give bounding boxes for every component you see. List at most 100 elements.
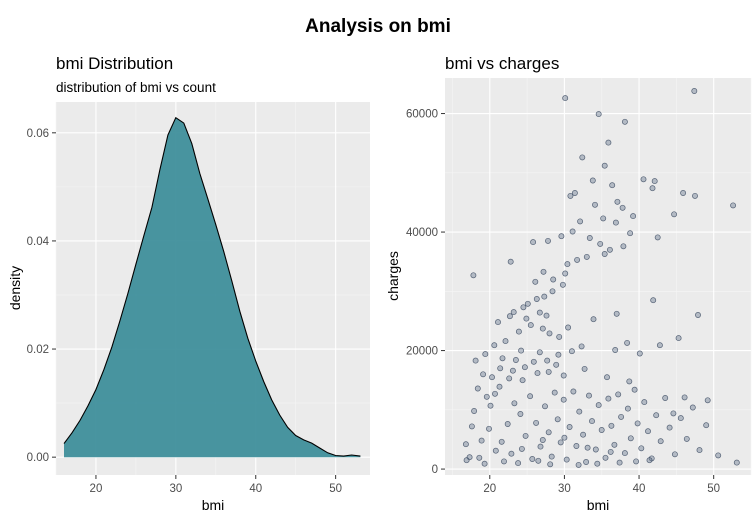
scatter-point xyxy=(492,447,499,454)
scatter-points xyxy=(462,88,740,468)
scatter-point xyxy=(671,451,678,458)
scatter-point xyxy=(612,347,619,353)
scatter-point xyxy=(573,443,580,449)
scatter-point xyxy=(636,350,643,357)
scatter-point xyxy=(627,435,634,442)
scatter-point xyxy=(649,185,656,192)
scatter-point xyxy=(515,328,522,335)
scatter-point xyxy=(605,139,612,146)
scatter-point xyxy=(545,237,551,244)
scatter-point xyxy=(542,403,548,410)
scatter-point xyxy=(656,342,663,349)
scatter-point xyxy=(650,297,657,304)
scatter-point xyxy=(491,342,498,349)
scatter-x-axis-title: bmi xyxy=(587,497,610,513)
scatter-point xyxy=(583,459,590,465)
density-chart-subtitle: distribution of bmi vs count xyxy=(56,80,216,95)
scatter-point xyxy=(536,349,543,356)
scatter-point xyxy=(511,400,518,407)
scatter-point xyxy=(586,392,592,399)
scatter-point xyxy=(486,425,492,432)
scatter-point xyxy=(521,364,528,371)
x-tick-label: 50 xyxy=(329,483,342,495)
scatter-point xyxy=(589,177,596,184)
scatter-point xyxy=(634,420,641,427)
scatter-point xyxy=(570,388,577,395)
scatter-point xyxy=(558,233,565,240)
scatter-point xyxy=(508,450,515,457)
scatter-point xyxy=(549,288,556,295)
scatter-point xyxy=(545,368,552,375)
scatter-point xyxy=(543,312,550,319)
scatter-point xyxy=(633,458,640,465)
scatter-point xyxy=(640,176,647,183)
scatter-point xyxy=(670,410,677,417)
scatter-point xyxy=(534,370,541,377)
scatter-point xyxy=(546,330,553,337)
scatter-point xyxy=(677,415,684,422)
scatter-point xyxy=(620,243,627,250)
scatter-point xyxy=(496,383,503,390)
scatter-point xyxy=(630,213,637,220)
scatter-point xyxy=(696,447,703,454)
scatter-panel xyxy=(445,78,751,475)
scatter-point xyxy=(598,427,605,433)
scatter-point xyxy=(556,333,563,340)
scatter-point xyxy=(575,461,582,468)
scatter-point xyxy=(507,258,514,265)
scatter-axes: 20 30 40 50 0 20000 40000 60000 xyxy=(406,109,720,495)
scatter-point xyxy=(492,390,498,397)
scatter-point xyxy=(592,446,599,453)
scatter-point xyxy=(541,293,548,300)
scatter-point xyxy=(680,190,687,196)
scatter-point xyxy=(487,402,494,409)
scatter-point xyxy=(557,439,564,446)
scatter-point xyxy=(562,270,569,277)
scatter-point xyxy=(586,235,593,241)
scatter-chart: bmi vs charges 20 30 40 500200004000060000 … xyxy=(385,54,752,513)
density-chart: bmi Distribution distribution of bmi vs … xyxy=(7,54,370,513)
scatter-point xyxy=(631,386,638,393)
scatter-point xyxy=(703,422,710,429)
x-tick-label: 20 xyxy=(90,483,103,495)
x-tick-label: 40 xyxy=(249,483,262,495)
scatter-point xyxy=(695,312,701,318)
scatter-point xyxy=(527,322,534,329)
scatter-point xyxy=(515,460,522,467)
density-area xyxy=(64,117,361,458)
scatter-point xyxy=(567,192,574,199)
scatter-point xyxy=(597,240,604,247)
density-line xyxy=(63,116,361,457)
scatter-point xyxy=(547,461,554,468)
x-tick-label: 30 xyxy=(558,483,571,495)
scatter-point xyxy=(562,95,569,102)
scatter-point xyxy=(471,408,478,414)
scatter-point xyxy=(580,431,587,438)
scatter-point xyxy=(517,411,524,417)
scatter-point xyxy=(518,347,525,354)
scatter-point xyxy=(605,395,612,402)
scatter-point xyxy=(608,422,615,429)
scatter-point xyxy=(506,375,513,382)
scatter-point xyxy=(604,374,610,381)
scatter-point xyxy=(594,460,601,467)
scatter-point xyxy=(671,211,678,218)
scatter-point xyxy=(532,278,539,285)
y-tick-label: 60000 xyxy=(406,109,438,121)
scatter-point xyxy=(683,435,690,442)
scatter-point xyxy=(657,438,664,445)
scatter-point xyxy=(569,228,576,235)
scatter-point xyxy=(539,437,546,443)
scatter-point xyxy=(536,309,543,316)
scatter-point xyxy=(472,357,479,364)
scatter-point xyxy=(566,424,573,430)
scatter-point xyxy=(482,351,489,358)
scatter-point xyxy=(704,397,711,404)
scatter-point xyxy=(563,456,570,463)
scatter-point xyxy=(578,343,585,350)
scatter-point xyxy=(476,454,483,461)
scatter-point xyxy=(600,215,607,222)
scatter-point xyxy=(614,198,621,205)
scatter-point xyxy=(691,88,698,94)
